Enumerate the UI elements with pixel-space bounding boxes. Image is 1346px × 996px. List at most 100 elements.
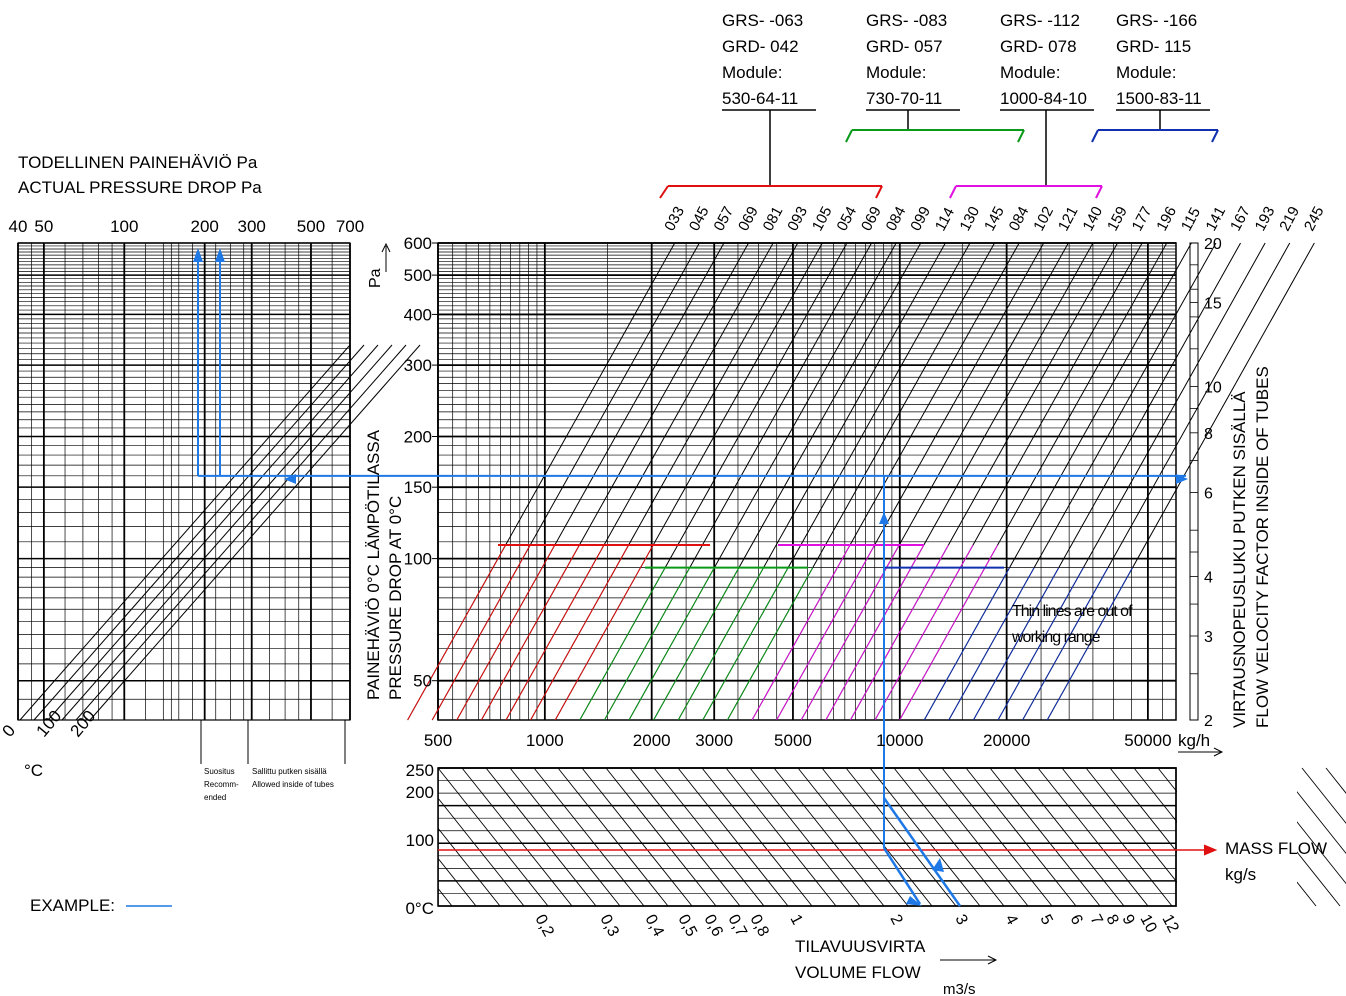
left-x-tick-label: 50 <box>34 217 53 236</box>
volume-flow-line <box>509 767 621 907</box>
x-tick-label: 10000 <box>876 731 923 750</box>
temperature-line <box>61 344 393 721</box>
module-header-line: GRS- -063 <box>722 11 803 30</box>
temperature-label: 0 <box>0 721 19 740</box>
example-label: EXAMPLE: <box>30 896 115 915</box>
y-tick-label: 500 <box>404 266 432 285</box>
bracket-green-right <box>1017 129 1025 143</box>
volume-flow-line <box>629 767 741 907</box>
thin-curve-054 <box>579 567 666 721</box>
volume-flow-line <box>917 767 1029 907</box>
thin-curve-167 <box>972 567 1060 721</box>
temperature-line <box>75 344 407 721</box>
volume-flow-arrowhead <box>987 955 998 965</box>
thin-curve-099 <box>653 567 740 721</box>
volume-flow-line <box>701 767 813 907</box>
thin-curve-140 <box>825 544 925 721</box>
curve-label: 045 <box>686 204 713 234</box>
thin-curve-084 <box>628 567 715 721</box>
velocity-tick-label: 2 <box>1204 713 1213 730</box>
velocity-tick-label: 15 <box>1204 296 1222 313</box>
curve-label: 167 <box>1227 204 1254 234</box>
volume-flow-tick-label: 0,4 <box>641 912 666 940</box>
volume-flow-line <box>1061 767 1173 907</box>
curve-label: 115 <box>1178 205 1204 234</box>
curve-label: 105 <box>809 204 836 234</box>
thin-curve-033 <box>407 544 507 721</box>
bottom-y-tick-label: 100 <box>406 831 434 850</box>
actual-pressure-title-fi: TODELLINEN PAINEHÄVIÖ Pa <box>18 153 258 172</box>
bottom-y-tick-label: 250 <box>406 761 434 780</box>
actual-pressure-title-en: ACTUAL PRESSURE DROP Pa <box>18 178 262 197</box>
thin-curve-081 <box>505 544 605 721</box>
temperature-line <box>47 344 379 721</box>
example-up-arrow <box>879 512 889 524</box>
bottom-right-mask <box>1177 764 1297 910</box>
volume-flow-tick-label: 12 <box>1158 912 1181 936</box>
bracket-red-right <box>875 185 883 199</box>
volume-flow-tick-label: 1 <box>786 912 805 928</box>
example-arrowhead-3 <box>906 896 922 906</box>
y-tick-label: 50 <box>413 672 432 691</box>
y-axis-title-en: PRESSURE DROP AT 0°C <box>386 496 405 700</box>
volume-flow-tick-label: 10 <box>1136 912 1159 936</box>
y-tick-label: 150 <box>404 478 432 497</box>
curve-label: 069 <box>858 204 885 234</box>
velocity-tick-label: 20 <box>1204 236 1222 253</box>
volume-flow-line <box>461 767 573 907</box>
volume-flow-tick-label: 3 <box>951 912 970 928</box>
mass-flow-arrowhead <box>1203 844 1218 856</box>
volume-flow-line <box>893 767 1005 907</box>
velocity-tick-label: 10 <box>1204 380 1222 397</box>
volume-flow-line <box>533 767 645 907</box>
bottom-y-tick-label: 0°C <box>405 899 434 918</box>
curve-label: 193 <box>1252 204 1279 234</box>
volume-flow-tick-label: 0,8 <box>746 912 771 940</box>
bracket-red-left <box>659 185 669 199</box>
temperature-unit: °C <box>24 761 43 780</box>
thin-curve-193 <box>997 567 1084 721</box>
x-tick-label: 20000 <box>983 731 1030 750</box>
volume-flow-line <box>869 767 981 907</box>
module-header-line: GRS- -112 <box>1000 11 1080 30</box>
example-arrowhead-4 <box>932 858 944 872</box>
mass-flow-unit: kg/s <box>1225 865 1256 884</box>
thin-curve-045 <box>431 544 531 721</box>
temperature-line <box>33 344 365 721</box>
bottom-plot-frame-top <box>437 767 1177 907</box>
module-header-line: Module: <box>1116 63 1176 82</box>
volume-flow-line <box>989 767 1101 907</box>
volume-flow-line <box>725 767 837 907</box>
thin-curve-115 <box>923 567 1010 721</box>
curve-label: 054 <box>833 204 860 234</box>
curve-label: 245 <box>1301 204 1328 234</box>
thin-curve-057 <box>456 544 556 721</box>
curve-label: 099 <box>907 204 934 234</box>
module-header-line: GRD- 042 <box>722 37 799 56</box>
y-unit-arrowhead <box>381 242 391 253</box>
y-tick-label: 300 <box>404 356 432 375</box>
volume-flow-line <box>605 767 717 907</box>
module-header-line: 1000-84-10 <box>1000 89 1087 108</box>
module-header-line: GRD- 115 <box>1116 37 1191 56</box>
left-x-tick-label: 200 <box>190 217 218 236</box>
y-tick-label: 200 <box>404 428 432 447</box>
module-header-line: 730-70-11 <box>866 89 942 108</box>
zone-allowed-fi: Sallittu putken sisällä <box>252 767 327 776</box>
module-header-line: Module: <box>866 63 926 82</box>
volume-flow-line <box>941 767 1053 907</box>
thin-curve-069 <box>480 544 580 721</box>
volume-flow-line <box>749 767 861 907</box>
curve-label: 102 <box>1030 204 1057 234</box>
velocity-tick-label: 8 <box>1204 426 1213 443</box>
module-header-line: GRD- 057 <box>866 37 943 56</box>
volume-flow-line <box>437 767 549 907</box>
curve-label: 081 <box>760 204 787 234</box>
module-header-line: 530-64-11 <box>722 89 798 108</box>
volume-flow-line <box>845 767 957 907</box>
right-axis-title-en: FLOW VELOCITY FACTOR INSIDE OF TUBES <box>1253 366 1272 728</box>
thin-curve-145 <box>726 567 814 721</box>
thin-curve-069 <box>603 567 691 721</box>
